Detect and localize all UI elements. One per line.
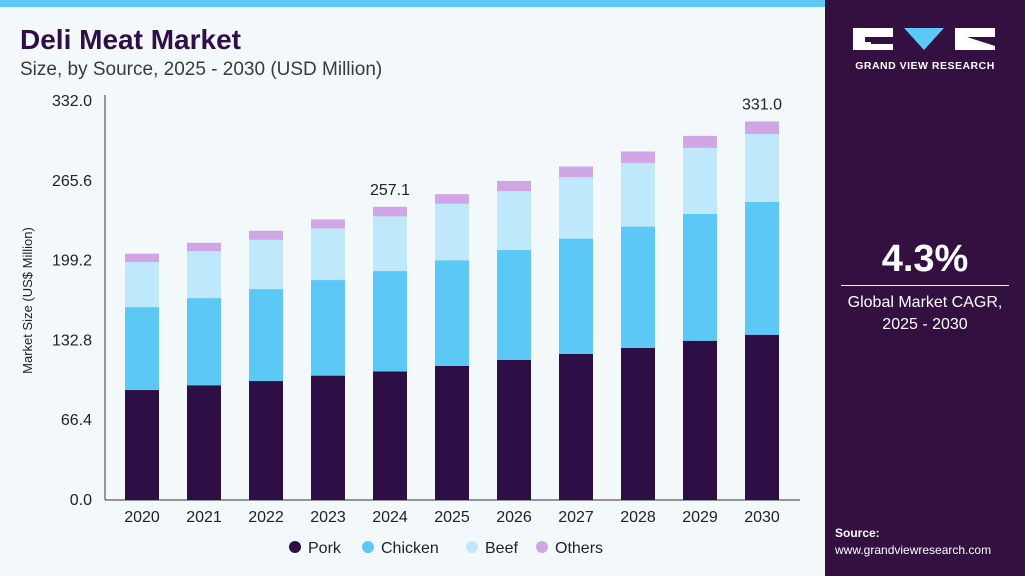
legend-label-beef: Beef bbox=[485, 540, 518, 557]
bar-segment-pork bbox=[683, 340, 717, 500]
legend-marker-chicken bbox=[362, 541, 374, 553]
bar-segment-chicken bbox=[621, 226, 655, 348]
x-tick-label: 2029 bbox=[682, 509, 718, 526]
x-tick-label: 2030 bbox=[744, 509, 780, 526]
y-tick-label: 199.2 bbox=[52, 253, 92, 270]
x-tick-label: 2028 bbox=[620, 509, 656, 526]
legend-marker-beef bbox=[466, 541, 478, 553]
bar-segment-others bbox=[249, 230, 283, 240]
bar-segment-chicken bbox=[125, 307, 159, 391]
bar-segment-beef bbox=[621, 162, 655, 227]
bar-segment-pork bbox=[559, 353, 593, 500]
chart-subtitle: Size, by Source, 2025 - 2030 (USD Millio… bbox=[20, 59, 383, 80]
bar-segment-chicken bbox=[559, 238, 593, 354]
x-tick-label: 2021 bbox=[186, 509, 222, 526]
bar-segment-beef bbox=[373, 216, 407, 272]
bar-segment-beef bbox=[497, 191, 531, 251]
x-tick-label: 2027 bbox=[558, 509, 594, 526]
x-tick-label: 2025 bbox=[434, 509, 470, 526]
cagr-label: Global Market CAGR, 2025 - 2030 bbox=[825, 292, 1025, 336]
bar-segment-pork bbox=[311, 375, 345, 500]
bar-segment-chicken bbox=[311, 280, 345, 376]
y-tick-label: 0.0 bbox=[70, 492, 92, 509]
bar-segment-chicken bbox=[187, 298, 221, 386]
data-label: 331.0 bbox=[742, 96, 782, 113]
source-url: www.grandviewresearch.com bbox=[835, 543, 992, 557]
cagr-label-line2: 2025 - 2030 bbox=[882, 316, 968, 333]
bar-segment-pork bbox=[125, 390, 159, 500]
bar-segment-others bbox=[435, 194, 469, 204]
bar-segment-pork bbox=[497, 359, 531, 500]
bar-segment-pork bbox=[435, 365, 469, 500]
x-tick-label: 2024 bbox=[372, 509, 408, 526]
cagr-value: 4.3% bbox=[881, 238, 969, 280]
bar-segment-beef bbox=[125, 262, 159, 308]
chart-title: Deli Meat Market bbox=[20, 24, 241, 55]
bar-segment-chicken bbox=[435, 260, 469, 366]
grand-view-research-logo bbox=[853, 28, 995, 50]
legend-label-others: Others bbox=[555, 540, 603, 557]
bar-segment-others bbox=[559, 166, 593, 178]
legend-marker-pork bbox=[289, 541, 301, 553]
x-tick-label: 2022 bbox=[248, 509, 284, 526]
data-label: 257.1 bbox=[370, 182, 410, 199]
cagr-label-line1: Global Market CAGR, bbox=[847, 294, 1003, 311]
bar-segment-beef bbox=[187, 251, 221, 299]
bar-segment-beef bbox=[745, 134, 779, 202]
bar-segment-others bbox=[683, 135, 717, 148]
x-tick-label: 2020 bbox=[124, 509, 160, 526]
bar-segment-others bbox=[373, 206, 407, 217]
bar-segment-others bbox=[497, 180, 531, 192]
bar-segment-pork bbox=[249, 381, 283, 500]
bar-segment-beef bbox=[683, 147, 717, 214]
bar-segment-pork bbox=[621, 347, 655, 500]
bar-segment-beef bbox=[435, 203, 469, 261]
bar-segment-pork bbox=[373, 371, 407, 500]
bar-segment-others bbox=[125, 253, 159, 263]
bar-segment-chicken bbox=[373, 271, 407, 372]
brand-name: GRAND VIEW RESEARCH bbox=[855, 60, 995, 72]
bar-segment-beef bbox=[311, 228, 345, 281]
bar-segment-others bbox=[187, 242, 221, 252]
bar-segment-others bbox=[621, 151, 655, 163]
summary-panel: GRAND VIEW RESEARCH 4.3% Global Market C… bbox=[825, 0, 1025, 576]
x-tick-label: 2023 bbox=[310, 509, 346, 526]
stacked-bar-chart: 0.0 66.4 132.8 199.2 265.6 332.0 Market Size (… bbox=[20, 93, 800, 557]
cagr-divider bbox=[841, 285, 1009, 286]
y-tick-label: 132.8 bbox=[52, 332, 92, 349]
bar-segment-chicken bbox=[249, 289, 283, 382]
bar-segment-chicken bbox=[683, 213, 717, 341]
bar-segment-pork bbox=[745, 334, 779, 500]
x-tick-label: 2026 bbox=[496, 509, 532, 526]
legend-label-chicken: Chicken bbox=[381, 540, 439, 557]
bar-segment-others bbox=[745, 121, 779, 135]
bar-segment-beef bbox=[559, 177, 593, 239]
bar-segment-beef bbox=[249, 239, 283, 290]
y-tick-label: 332.0 bbox=[52, 93, 92, 110]
legend-marker-others bbox=[536, 541, 548, 553]
y-tick-label: 66.4 bbox=[61, 412, 92, 429]
source-label: Source: bbox=[835, 526, 880, 540]
bar-segment-chicken bbox=[745, 201, 779, 335]
y-tick-label: 265.6 bbox=[52, 173, 92, 190]
bar-segment-chicken bbox=[497, 250, 531, 360]
y-axis-label: Market Size (US$ Million) bbox=[20, 227, 35, 374]
legend-label-pork: Pork bbox=[308, 540, 342, 557]
bar-segment-others bbox=[311, 219, 345, 229]
top-accent-strip bbox=[0, 0, 825, 7]
bar-segment-pork bbox=[187, 385, 221, 500]
